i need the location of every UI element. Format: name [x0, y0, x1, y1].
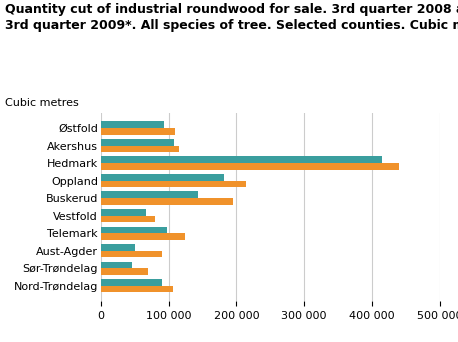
Bar	[101, 192, 198, 198]
Bar	[101, 128, 175, 135]
Bar	[101, 251, 162, 258]
Text: Cubic metres: Cubic metres	[5, 98, 78, 108]
Bar	[101, 198, 233, 205]
Bar	[101, 146, 179, 152]
Text: Quantity cut of industrial roundwood for sale. 3rd quarter 2008 and
3rd quarter : Quantity cut of industrial roundwood for…	[5, 3, 458, 32]
Bar	[101, 216, 155, 222]
Bar	[101, 156, 382, 163]
Bar	[101, 121, 164, 128]
Bar	[101, 174, 224, 181]
Bar	[101, 139, 174, 146]
Bar	[101, 244, 135, 251]
Bar	[101, 268, 148, 275]
Bar	[101, 262, 132, 268]
Bar	[101, 209, 146, 216]
Bar	[101, 181, 246, 187]
Bar	[101, 163, 399, 170]
Bar	[101, 279, 162, 286]
Bar	[101, 286, 173, 292]
Bar	[101, 226, 167, 233]
Bar	[101, 233, 185, 240]
